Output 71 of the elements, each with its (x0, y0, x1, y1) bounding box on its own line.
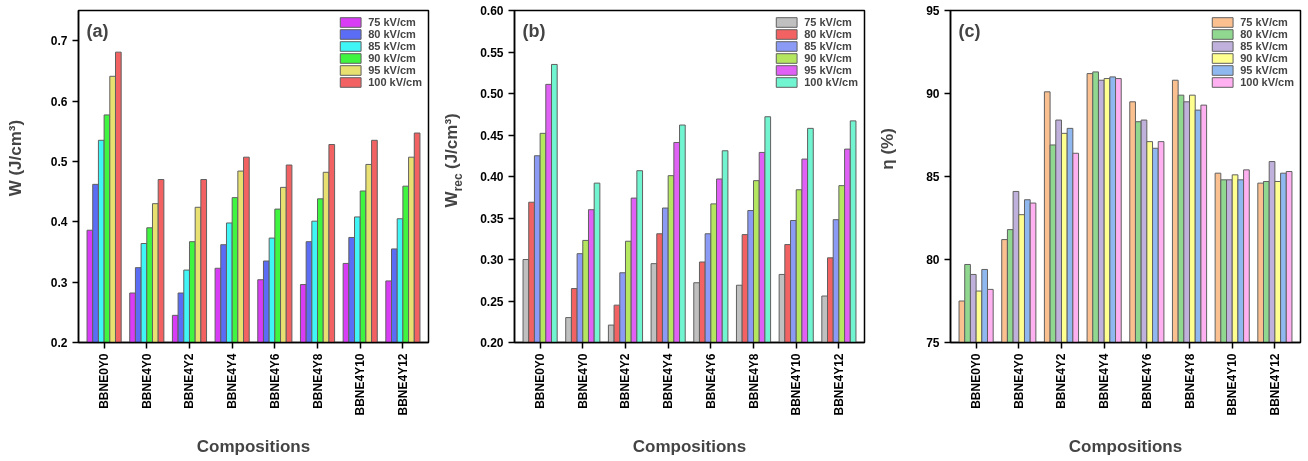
y-tick-label: 0.25 (480, 294, 504, 309)
text: (b) (522, 20, 546, 41)
x-tick-label: BBNE4Y4 (661, 353, 676, 409)
x-axis-title: Compositions (196, 436, 311, 456)
legend-label: 80 kV/cm (1240, 28, 1288, 40)
legend-label: 75 kV/cm (368, 16, 416, 28)
y-tick-label: 0.40 (480, 170, 504, 184)
y-axis-title: W (J/cm³) (6, 119, 25, 197)
y-tick-label: 0.7 (50, 34, 68, 49)
legend-label: 85 kV/cm (804, 40, 852, 52)
y-tick-label: 0.5 (50, 154, 68, 169)
y-tick-label: 0.20 (480, 336, 504, 350)
y-tick-label: 0.4 (50, 215, 68, 230)
text: (a) (86, 20, 109, 41)
y-tick-label: 80 (926, 253, 940, 267)
legend-label: 80 kV/cm (804, 28, 852, 40)
x-tick-label: BBNE4Y2 (1054, 353, 1069, 409)
legend-label: 90 kV/cm (804, 52, 852, 64)
x-tick-label: BBNE4Y8 (310, 353, 325, 409)
x-axis-title: Compositions (632, 436, 747, 456)
x-tick-label: BBNE4Y4 (1097, 353, 1112, 409)
x-tick-label: BBNE4Y0 (575, 353, 590, 409)
y-tick-label: 0.35 (480, 211, 504, 226)
x-tick-label: BBNE4Y10 (1225, 353, 1240, 416)
y-tick-label: 0.2 (50, 336, 68, 350)
legend-label: 85 kV/cm (1240, 40, 1288, 52)
x-tick-label: BBNE4Y12 (831, 353, 846, 416)
x-tick-label: BBNE4Y10 (789, 353, 804, 416)
y-tick-label: 0.6 (50, 94, 68, 109)
x-tick-label: BBNE4Y12 (395, 353, 410, 416)
x-axis-title: Compositions (1068, 436, 1183, 456)
x-tick-label: BBNE4Y2 (182, 353, 197, 409)
x-tick-label: BBNE4Y6 (1139, 353, 1154, 409)
y-tick-label: 85 (926, 170, 940, 184)
x-tick-label: BBNE4Y4 (225, 353, 240, 409)
legend-label: 100 kV/cm (1240, 76, 1294, 88)
x-tick-label: BBNE0Y0 (533, 353, 548, 409)
legend-label: 95 kV/cm (1240, 64, 1288, 76)
x-tick-label: BBNE4Y8 (746, 353, 761, 409)
x-tick-label: BBNE4Y0 (139, 353, 154, 409)
legend-label: 80 kV/cm (368, 28, 416, 40)
y-tick-label: 95 (926, 4, 940, 18)
y-tick-label: 90 (926, 87, 940, 101)
x-tick-label: BBNE4Y0 (1011, 353, 1026, 409)
y-tick-label: 0.55 (480, 45, 504, 60)
legend-label: 85 kV/cm (368, 40, 416, 52)
y-tick-label: 75 (926, 336, 940, 350)
x-tick-label: BBNE4Y10 (353, 353, 368, 416)
x-tick-label: BBNE0Y0 (97, 353, 112, 409)
text: (c) (958, 20, 981, 41)
x-tick-label: BBNE4Y6 (703, 353, 718, 409)
x-tick-label: BBNE4Y12 (1267, 353, 1282, 416)
y-tick-label: 0.60 (480, 4, 504, 18)
legend-label: 100 kV/cm (804, 76, 858, 88)
legend-label: 90 kV/cm (1240, 52, 1288, 64)
y-axis-title: Wrec (J/cm³) (442, 113, 465, 208)
x-tick-label: BBNE0Y0 (969, 353, 984, 409)
y-axis-title: η (%) (878, 128, 897, 170)
x-tick-label: BBNE4Y2 (618, 353, 633, 409)
y-tick-label: 0.45 (480, 128, 504, 143)
x-tick-label: BBNE4Y6 (267, 353, 282, 409)
legend-label: 95 kV/cm (804, 64, 852, 76)
y-tick-label: 0.50 (480, 87, 504, 101)
legend-label: 100 kV/cm (368, 76, 422, 88)
legend-label: 90 kV/cm (368, 52, 416, 64)
legend-label: 95 kV/cm (368, 64, 416, 76)
legend-label: 75 kV/cm (1240, 16, 1288, 28)
y-tick-label: 0.3 (50, 275, 68, 290)
legend-label: 75 kV/cm (804, 16, 852, 28)
y-tick-label: 0.30 (480, 253, 504, 267)
x-tick-label: BBNE4Y8 (1182, 353, 1197, 409)
